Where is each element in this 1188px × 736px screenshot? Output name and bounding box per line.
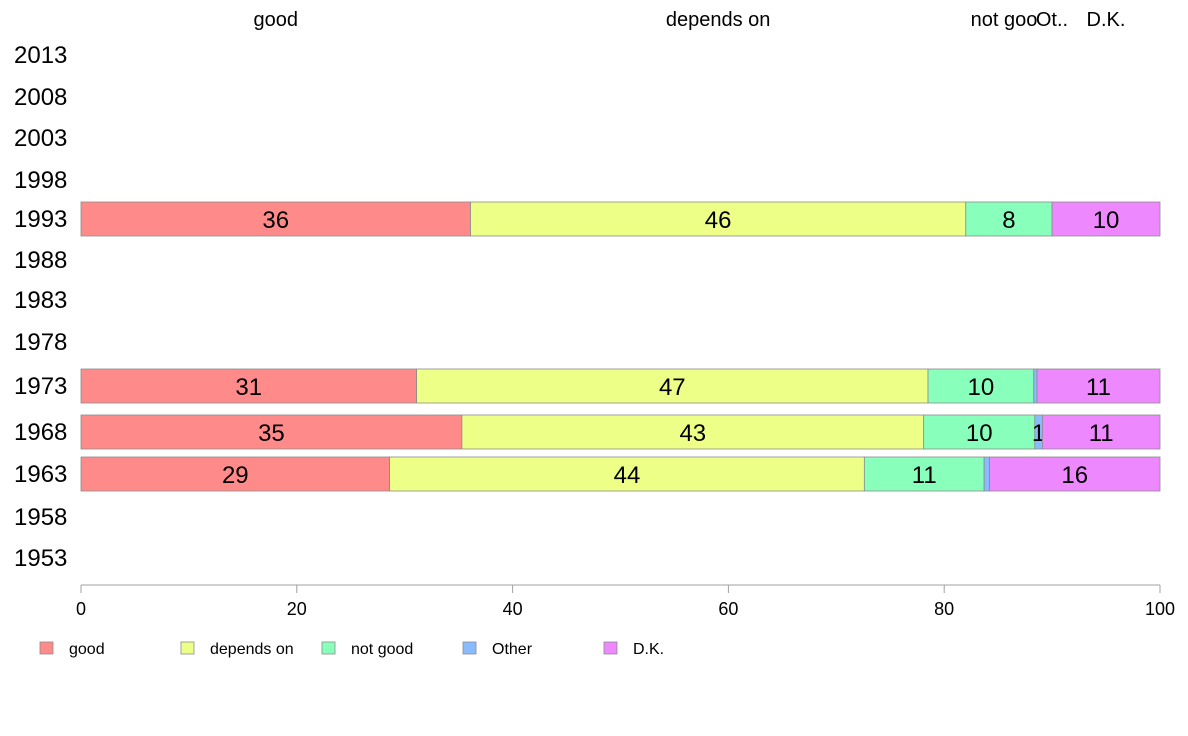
bar-1963-depends-on <box>389 456 865 492</box>
y-label-1958: 1958 <box>14 504 67 531</box>
top-label-0: good <box>254 9 299 31</box>
legend-swatch-4 <box>603 641 618 655</box>
legend-swatch-2 <box>321 641 336 655</box>
bar-1993-depends-on <box>470 201 967 237</box>
x-tick-label-0: 0 <box>76 599 86 619</box>
data-label-1968-3: 1 <box>1032 420 1045 447</box>
data-label-1973-1: 47 <box>659 374 686 401</box>
legend-swatch-3 <box>462 641 477 655</box>
data-label-1968-1: 43 <box>679 420 706 447</box>
legend-label-4: D.K. <box>633 641 664 658</box>
data-label-1963-2: 11 <box>912 462 937 489</box>
bar-1963-good <box>80 456 390 492</box>
data-label-1963-1: 44 <box>614 462 641 489</box>
y-label-2013: 2013 <box>14 42 67 69</box>
data-label-1993-2: 8 <box>1002 207 1015 234</box>
y-label-1998: 1998 <box>14 167 67 194</box>
x-tick-label-20: 20 <box>287 599 307 619</box>
data-label-1968-2: 10 <box>966 420 993 447</box>
y-label-1953: 1953 <box>14 545 67 572</box>
y-label-1988: 1988 <box>14 247 67 274</box>
y-label-1978: 1978 <box>14 329 67 356</box>
bar-1973-not-good <box>927 368 1035 404</box>
data-label-1973-2: 10 <box>968 374 995 401</box>
data-label-1973-4: 11 <box>1086 374 1111 401</box>
data-label-1993-0: 36 <box>262 207 289 234</box>
data-label-1963-4: 16 <box>1061 462 1088 489</box>
bar-1973-depends-on <box>416 368 929 404</box>
x-axis: 0 20 40 60 80 100 <box>76 584 1175 619</box>
x-tick-label-80: 80 <box>934 599 954 619</box>
data-label-1968-4: 11 <box>1089 420 1114 447</box>
x-tick-label-40: 40 <box>503 599 523 619</box>
legend-swatch-1 <box>180 641 195 655</box>
data-label-1963-0: 29 <box>222 462 249 489</box>
y-label-1968: 1968 <box>14 419 67 446</box>
data-label-1993-1: 46 <box>705 207 732 234</box>
bar-1968-d-k- <box>1041 414 1161 450</box>
bar-1968-depends-on <box>461 414 925 450</box>
bar-1973-d-k- <box>1036 368 1161 404</box>
top-label-1: depends on <box>666 9 771 31</box>
legend-label-1: depends on <box>210 641 294 658</box>
legend: good depends on not good Other D.K. <box>39 641 664 658</box>
data-label-1968-0: 35 <box>258 420 285 447</box>
y-label-1963: 1963 <box>14 461 67 488</box>
bar-1963-d-k- <box>989 456 1161 492</box>
bar-1963-other <box>983 456 990 492</box>
bar-1993-d-k- <box>1051 201 1161 237</box>
legend-label-2: not good <box>351 641 413 658</box>
y-axis-labels: 2013 2008 2003 1998 1993 1988 1983 1978 1973 1968… <box>14 42 67 572</box>
y-label-2008: 2008 <box>14 84 67 111</box>
legend-label-0: good <box>69 641 105 658</box>
bar-1963-not-good <box>863 456 985 492</box>
y-label-1973: 1973 <box>14 373 67 400</box>
bar-1973-good <box>80 368 417 404</box>
y-label-1993: 1993 <box>14 206 67 233</box>
x-tick-label-100: 100 <box>1145 599 1175 619</box>
top-label-4: D.K. <box>1087 9 1126 31</box>
x-tick-label-60: 60 <box>718 599 738 619</box>
top-label-2: not goo <box>971 9 1038 31</box>
data-label-1973-0: 31 <box>235 374 262 401</box>
bar-1968-good <box>80 414 463 450</box>
bar-1993-not-good <box>965 201 1053 237</box>
y-label-2003: 2003 <box>14 125 67 152</box>
top-label-3: Ot.. <box>1036 9 1068 31</box>
y-label-1983: 1983 <box>14 287 67 314</box>
bar-1993-good <box>80 201 471 237</box>
bar-1973-other <box>1033 368 1038 404</box>
legend-label-3: Other <box>492 641 533 658</box>
data-label-1993-4: 10 <box>1093 207 1120 234</box>
legend-swatch-0 <box>39 641 54 655</box>
